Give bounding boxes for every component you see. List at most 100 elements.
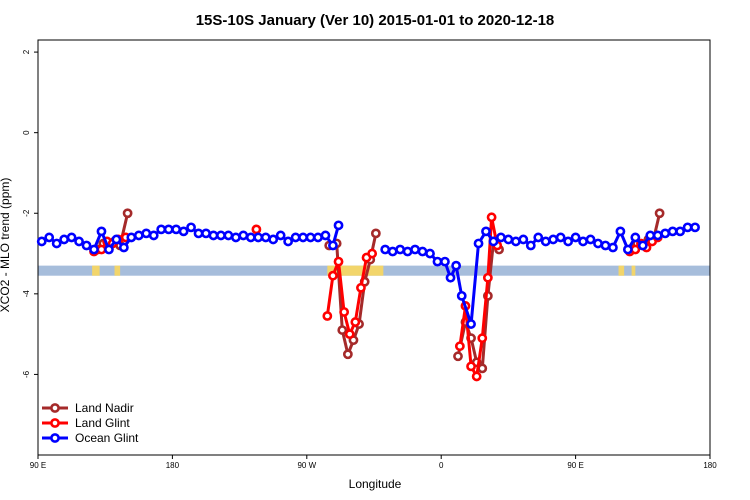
series-2-point-1-17	[503, 234, 514, 245]
series-2-point-0-38	[320, 230, 331, 241]
series-2-point-0-16	[156, 224, 167, 235]
land-band-4	[631, 265, 636, 276]
series-0-point-0-5	[122, 208, 133, 219]
series-2-point-1-16	[496, 232, 506, 243]
series-2-point-0-1	[44, 232, 55, 243]
series-2-point-0-29	[253, 232, 264, 243]
series-2-point-0-33	[283, 236, 294, 247]
series-2-point-1-33	[622, 244, 633, 255]
series-2-point-1-24	[555, 232, 566, 243]
series-2-point-1-10	[451, 260, 462, 271]
series-2-point-1-37	[652, 230, 663, 241]
series-2-point-0-32	[275, 230, 286, 241]
series-2-point-0-21	[193, 228, 204, 239]
series-2-point-1-30	[600, 240, 611, 251]
series-2-point-1-6	[425, 248, 435, 259]
series-1-point-2-0	[322, 311, 333, 321]
series-2-point-0-27	[238, 230, 249, 241]
series-2-point-1-0	[380, 244, 391, 255]
series-2-point-0-13	[133, 230, 144, 241]
series-1-point-3-3	[471, 371, 482, 382]
series-2-point-1-11	[456, 290, 467, 301]
series-2-point-1-1	[387, 246, 398, 257]
y-tick-label-1: 0	[22, 130, 31, 135]
legend-label-2: Ocean Glint	[75, 431, 139, 445]
series-2-point-1-20	[525, 240, 536, 251]
series-2-point-0-35	[298, 232, 308, 243]
series-2-point-0-23	[208, 230, 219, 241]
land-band-3	[618, 265, 625, 276]
series-2-point-1-39	[667, 226, 678, 237]
series-2-point-0-10	[111, 234, 122, 245]
series-2-point-1-27	[578, 236, 588, 247]
series-2-point-0-20	[186, 222, 196, 233]
series-2-point-1-19	[518, 234, 529, 245]
series-2-point-0-26	[230, 232, 241, 243]
series-1-point-2-1	[328, 270, 338, 281]
series-2-point-1-2	[395, 244, 406, 255]
series-2-point-1-35	[637, 240, 648, 251]
series-2-point-1-9	[445, 272, 456, 283]
land-band-2	[327, 265, 384, 276]
series-2-point-1-36	[645, 230, 656, 241]
series-2-point-1-38	[660, 228, 671, 239]
series-1-point-2-4	[344, 329, 355, 340]
series-2-point-0-19	[178, 226, 189, 237]
y-tick-label-4: -6	[22, 370, 31, 378]
series-2-point-0-30	[260, 232, 271, 243]
series-0-point-1-8	[370, 228, 381, 239]
series-2-point-0-3	[59, 234, 70, 245]
series-2-point-0-22	[201, 228, 211, 239]
series-2-point-0-18	[171, 224, 182, 235]
series-1-line-3	[458, 215, 499, 378]
series-2-point-1-31	[608, 242, 618, 253]
series-2-point-0-2	[51, 238, 62, 249]
series-1-point-3-5	[482, 272, 493, 283]
series-1-point-2-3	[339, 307, 350, 317]
series-2-point-0-39	[328, 240, 338, 251]
series-2-point-0-17	[163, 224, 174, 235]
series-1-line-2	[325, 252, 373, 336]
series-2-point-0-5	[74, 236, 84, 247]
x-tick-label-5: 180	[703, 461, 717, 470]
series-2-point-1-8	[440, 256, 450, 267]
series-2-point-0-11	[118, 242, 129, 253]
series-2-point-1-41	[682, 222, 693, 233]
series-1-point-3-4	[477, 333, 488, 344]
land-band-1	[114, 265, 121, 276]
y-axis-label: XCO2 - MLO trend (ppm)	[0, 178, 12, 313]
series-2-point-1-12	[466, 319, 476, 329]
series-1-point-2-6	[356, 282, 366, 293]
legend-label-1: Land Glint	[75, 416, 130, 430]
series-2-point-1-32	[615, 226, 626, 237]
series-2-point-0-40	[333, 220, 344, 231]
x-axis-label: Longitude	[349, 477, 402, 491]
series-2-point-1-22	[540, 236, 551, 247]
series-2-point-1-28	[585, 234, 596, 245]
plot-frame	[37, 39, 711, 456]
legend-marker-1	[50, 418, 60, 428]
series-0-point-1-2	[337, 325, 348, 335]
series-1-point-3-6	[486, 212, 497, 223]
land-band-0	[92, 265, 100, 276]
series-2-point-1-4	[410, 244, 420, 255]
series-2-point-1-18	[510, 236, 521, 247]
series-2-point-1-29	[593, 238, 603, 249]
series-0-point-3-5	[654, 208, 665, 219]
series-2-point-0-14	[141, 228, 152, 239]
series-2-point-0-28	[245, 232, 256, 243]
series-1-point-3-0	[454, 341, 465, 352]
series-2-point-0-8	[96, 226, 107, 237]
x-tick-label-0: 90 E	[30, 461, 46, 470]
series-1-point-2-8	[367, 248, 378, 259]
x-tick-label-3: 0	[439, 461, 444, 470]
y-tick-label-0: 2	[22, 49, 31, 54]
series-1-point-0-1	[96, 244, 107, 255]
series-2-point-0-4	[66, 232, 77, 243]
series-2-point-1-26	[570, 232, 581, 243]
series-1-point-3-2	[466, 361, 476, 372]
series-2-point-0-6	[81, 240, 92, 251]
series-2-point-0-36	[305, 232, 316, 243]
series-2-point-0-9	[104, 244, 114, 255]
series-1-point-2-5	[350, 317, 361, 327]
